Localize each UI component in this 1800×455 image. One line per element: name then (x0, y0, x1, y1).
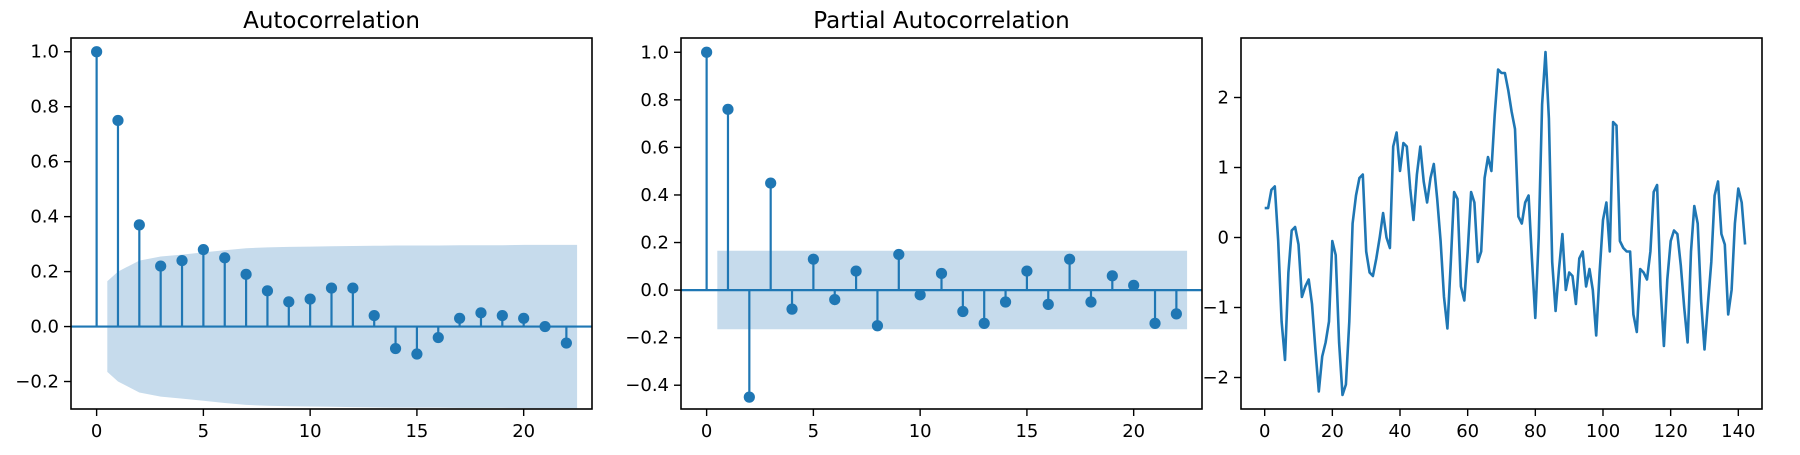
chart-1-xtick-label: 5 (808, 421, 819, 442)
chart-1-point (957, 305, 969, 318)
chart-2-ytick-label: −1 (1202, 298, 1229, 319)
chart-2-ytick-label: 2 (1218, 88, 1229, 109)
chart-2-xtick-label: 100 (1586, 421, 1620, 442)
chart-acf: 0 5 10 15 20 −0.2 0.0 0.2 0.4 0.6 0.8 1.0 Autocorrel… (15, 8, 593, 442)
chart-1-ytick-label: −0.4 (625, 375, 669, 396)
chart-1-point (1085, 296, 1097, 308)
chart-0-point (347, 282, 359, 294)
chart-1-point (914, 289, 926, 301)
chart-0-point (133, 219, 145, 231)
chart-1-point (765, 177, 777, 189)
chart-pacf: 0 5 10 15 20 −0.4 −0.2 0.0 0.2 0.4 0.6 0.8 1.0 Partia… (625, 8, 1203, 442)
chart-1-point (743, 391, 755, 403)
chart-0-point (389, 342, 402, 355)
chart-2-ytick-label: −2 (1202, 368, 1229, 389)
chart-0-xtick-label: 0 (91, 421, 102, 442)
chart-0-point (432, 331, 444, 344)
chart-1-point (1170, 308, 1182, 320)
chart-1-point (701, 46, 713, 58)
chart-0-point (197, 244, 209, 256)
chart-1-ytick-label: 0.2 (640, 233, 669, 254)
chart-0-ytick-label: 0.8 (30, 97, 59, 118)
chart-1-xtick-label: 15 (1015, 421, 1038, 442)
chart-0-ytick-label: 1.0 (30, 42, 59, 63)
chart-1-point (829, 294, 841, 306)
chart-1-ytick-label: 0.8 (640, 90, 669, 111)
chart-0-point (368, 309, 380, 322)
chart-2-xtick-label: 60 (1456, 421, 1479, 442)
chart-0-point (91, 46, 103, 58)
chart-1-point (1128, 279, 1140, 291)
chart-1-ytick-label: 0.4 (640, 185, 669, 206)
chart-0-point (240, 268, 252, 280)
chart-2-ytick-label: 1 (1218, 158, 1229, 179)
chart-series: 0 20 40 60 80 100 120 140 −2 −1 0 1 2 (1202, 37, 1763, 442)
chart-0-point (475, 307, 487, 319)
chart-1-point (871, 320, 884, 332)
chart-0-point (411, 348, 423, 360)
chart-0-point (176, 255, 188, 267)
chart-0-ytick-label: 0.6 (30, 152, 59, 173)
chart-2-ytick-label: 0 (1218, 228, 1229, 249)
chart-0-point (261, 285, 274, 297)
chart-1-point (999, 296, 1012, 308)
chart-0-ytick-label: −0.2 (15, 372, 59, 393)
chart-0-point (283, 296, 295, 308)
chart-1-point (722, 103, 734, 115)
chart-0-xtick-label: 10 (299, 421, 322, 442)
chart-2-xtick-label: 20 (1321, 421, 1344, 442)
chart-0-ytick-label: 0.4 (30, 207, 59, 228)
chart-1-point (1042, 298, 1054, 310)
chart-1-point (1064, 253, 1076, 265)
chart-1-point (786, 303, 798, 315)
chart-1-ytick-label: 1.0 (640, 42, 669, 63)
chart-0-xtick-label: 20 (512, 421, 535, 442)
chart-0-ytick-label: 0.0 (30, 317, 59, 338)
chart-0-axes-frame (70, 37, 593, 410)
chart-1-ytick-label: 0.6 (640, 137, 669, 158)
chart-2-xtick-label: 120 (1653, 421, 1687, 442)
chart-2-axes-frame (1240, 37, 1763, 410)
chart-0-ytick-label: 0.2 (30, 262, 59, 283)
chart-2-xtick-label: 40 (1389, 421, 1412, 442)
chart-1-point (935, 267, 948, 280)
chart-1-point (1149, 317, 1161, 329)
chart-0-xtick-label: 5 (198, 421, 209, 442)
chart-0-point (325, 282, 338, 294)
chart-2-xtick-label: 0 (1259, 421, 1270, 442)
chart-1-point (1106, 270, 1118, 282)
chart-1-axes-frame (680, 37, 1203, 410)
chart-1-ytick-label: 0.0 (640, 280, 669, 301)
chart-1-point (1021, 265, 1033, 277)
chart-2-xtick-label: 80 (1524, 421, 1547, 442)
chart-0-title: Autocorrelation (243, 8, 420, 34)
chart-1-xtick-label: 0 (701, 421, 712, 442)
chart-1-xtick-label: 20 (1122, 421, 1145, 442)
chart-0-point (539, 320, 551, 333)
chart-0-point (496, 309, 508, 322)
chart-0-point (155, 260, 167, 272)
chart-0-point (454, 312, 466, 324)
chart-2-series-line (1264, 50, 1747, 397)
chart-0-point (112, 114, 124, 127)
chart-1-ytick-label: −0.2 (625, 328, 669, 349)
chart-0-point (518, 312, 530, 324)
chart-1-title: Partial Autocorrelation (813, 8, 1069, 34)
chart-0-point (219, 252, 231, 264)
chart-0-point (304, 293, 316, 305)
chart-1-point (850, 265, 862, 277)
chart-1-xtick-label: 10 (909, 421, 932, 442)
chart-1-point (807, 253, 819, 265)
chart-0-xtick-label: 15 (405, 421, 428, 442)
chart-1-point (978, 317, 990, 329)
chart-2-xtick-label: 140 (1721, 421, 1755, 442)
chart-1-point (893, 248, 905, 261)
chart-0-point (560, 337, 572, 349)
